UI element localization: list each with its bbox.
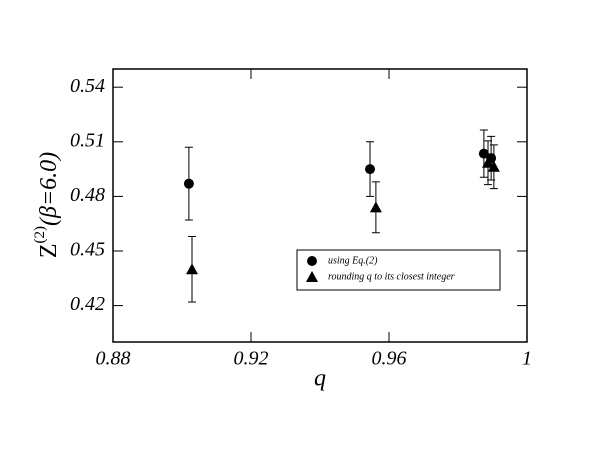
x-axis-label: q: [314, 366, 326, 392]
legend-label: rounding q to its closest integer: [328, 271, 455, 282]
triangle-marker: [487, 160, 500, 172]
y-tick-label: 0.45: [70, 239, 105, 261]
plot-frame: [112, 68, 528, 343]
x-tick-label: 1: [522, 348, 532, 370]
x-tick-label: 0.96: [372, 348, 407, 370]
y-tick-label: 0.54: [70, 75, 105, 97]
legend-marker: [307, 256, 317, 266]
x-tick-label: 0.88: [96, 348, 131, 370]
circle-marker: [365, 164, 376, 175]
x-tick-label: 0.92: [234, 348, 269, 370]
y-label-sup: (2): [32, 226, 48, 244]
y-label-rest: (β=6.0): [36, 152, 62, 226]
legend-label: using Eq.(2): [328, 255, 378, 266]
legend-box: [296, 249, 501, 291]
triangle-marker: [369, 201, 382, 213]
y-tick-label: 0.42: [70, 293, 105, 315]
legend-marker: [306, 271, 318, 282]
triangle-marker: [186, 263, 199, 275]
y-tick-label: 0.48: [70, 184, 105, 206]
circle-marker: [478, 148, 489, 159]
y-axis-label: Z(2)(β=6.0): [32, 152, 61, 258]
y-tick-label: 0.51: [70, 129, 105, 151]
triangle-marker: [482, 156, 495, 168]
y-label-base: Z: [36, 243, 62, 258]
circle-marker: [183, 178, 194, 189]
